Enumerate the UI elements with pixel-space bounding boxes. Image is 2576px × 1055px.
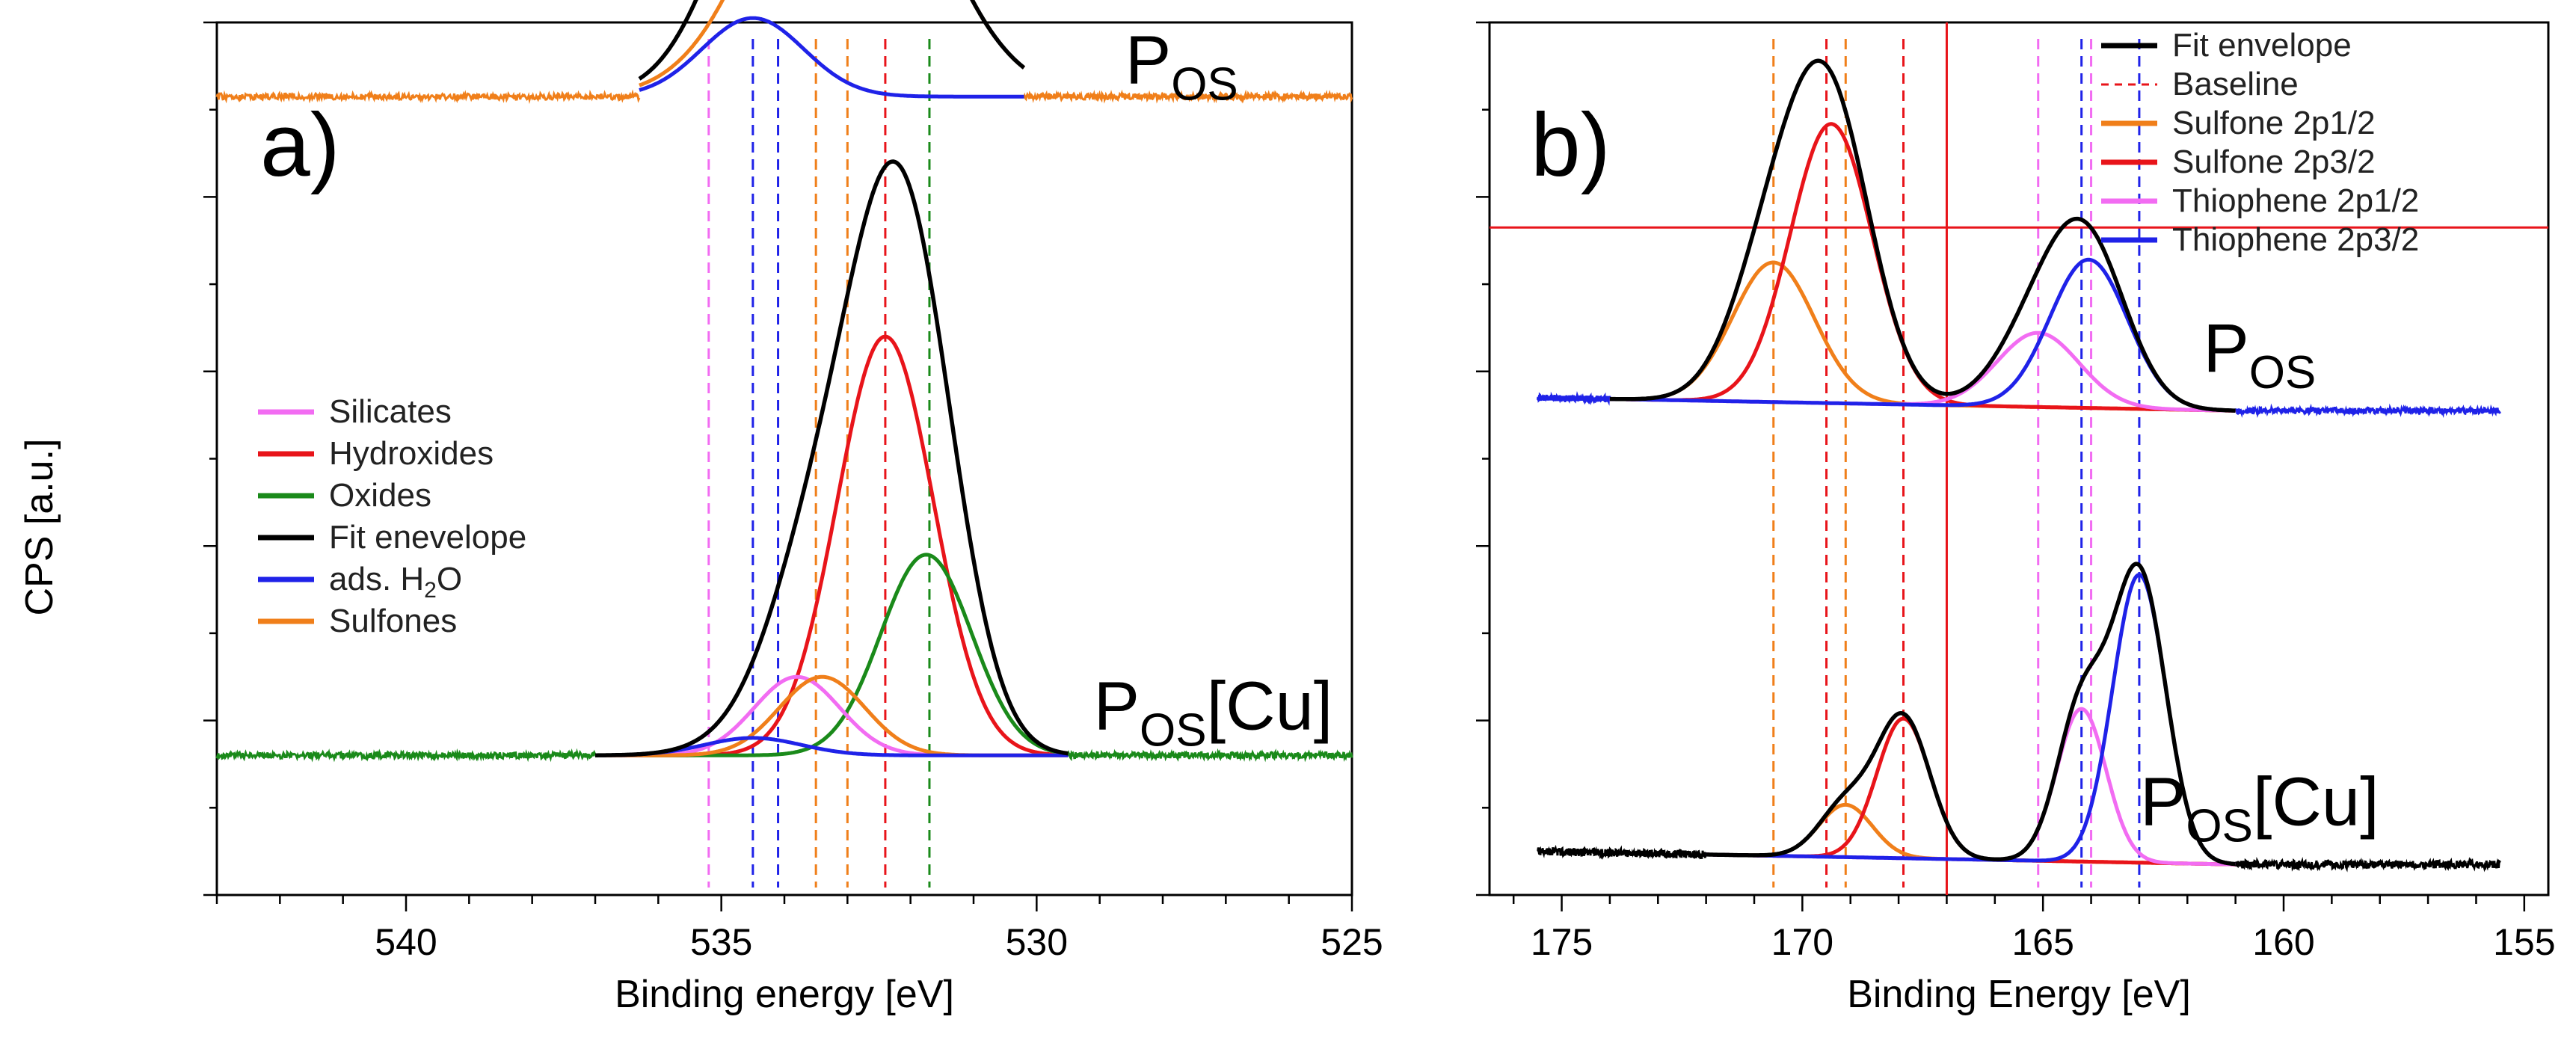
fit-envelope-line bbox=[594, 159, 1069, 757]
legend-label-text: Baseline bbox=[2172, 66, 2299, 102]
x-tick-label: 170 bbox=[1771, 921, 1833, 963]
legend-label: Oxides bbox=[329, 477, 431, 514]
legend-label-text: Silicates bbox=[329, 393, 452, 430]
legend-label: Thiophene 2p1/2 bbox=[2172, 182, 2419, 219]
legend-label: Fit envelope bbox=[2172, 27, 2352, 64]
x-axis-title: Binding energy [eV] bbox=[615, 973, 954, 1016]
legend-label-text: Sulfone 2p1/2 bbox=[2172, 105, 2376, 141]
legend-label-text: Thiophene 2p1/2 bbox=[2172, 182, 2419, 219]
legend-label: ads. H2O bbox=[329, 561, 462, 603]
raw-data-line bbox=[215, 89, 1353, 105]
legend-label-text: Fit enevelope bbox=[329, 519, 526, 556]
sample-label-sub: OS bbox=[2249, 347, 2317, 399]
sample-label-tail: [Cu] bbox=[2253, 764, 2379, 840]
legend-label-text: Hydroxides bbox=[329, 435, 494, 472]
component-peak-line bbox=[638, 16, 1025, 99]
sample-label: POS[Cu] bbox=[1094, 668, 1333, 756]
sample-label-tail: [Cu] bbox=[1207, 668, 1333, 744]
legend-label-text: Sulfone 2p3/2 bbox=[2172, 144, 2376, 180]
legend-label-sub: 2 bbox=[424, 578, 437, 603]
legend-label: Sulfone 2p3/2 bbox=[2172, 144, 2376, 180]
legend-label: Sulfone 2p1/2 bbox=[2172, 105, 2376, 141]
fit-envelope-line bbox=[1705, 562, 2237, 867]
legend-label: Fit enevelope bbox=[329, 519, 526, 556]
x-tick-label: 165 bbox=[2011, 921, 2074, 963]
x-tick-label: 155 bbox=[2493, 921, 2555, 963]
sample-label-main: P bbox=[1125, 22, 1171, 99]
component-peak-line bbox=[1609, 257, 2236, 413]
component-peak-line bbox=[594, 674, 1069, 757]
raw-data-line bbox=[1537, 844, 2501, 873]
panel-label: b) bbox=[1531, 95, 1611, 195]
panel-label: a) bbox=[260, 95, 340, 195]
legend-label: Silicates bbox=[329, 393, 452, 430]
component-peak-line bbox=[638, 0, 1026, 87]
sample-label-sub: OS bbox=[2186, 801, 2253, 852]
x-tick-label: 540 bbox=[375, 921, 437, 963]
component-peak-line bbox=[594, 674, 1069, 757]
legend-label: Thiophene 2p3/2 bbox=[2172, 221, 2419, 258]
sample-label: POS[Cu] bbox=[2140, 764, 2379, 852]
x-tick-label: 175 bbox=[1531, 921, 1593, 963]
legend-label-text: Oxides bbox=[329, 477, 431, 514]
legend-label-text: Thiophene 2p3/2 bbox=[2172, 221, 2419, 258]
component-peak-line bbox=[1609, 260, 2236, 413]
x-tick-label: 535 bbox=[690, 921, 752, 963]
plot-frame bbox=[1488, 21, 2550, 896]
sample-label-sub: OS bbox=[1171, 59, 1238, 111]
y-axis-title: CPS [a.u.] bbox=[18, 439, 61, 616]
sample-label: POS bbox=[2203, 310, 2316, 399]
raw-data-line bbox=[1536, 390, 2501, 419]
x-axis-title: Binding Energy [eV] bbox=[1847, 973, 2191, 1016]
legend-label-text: Sulfones bbox=[329, 603, 457, 639]
sample-label: POS bbox=[1125, 22, 1238, 111]
raw-data-line bbox=[215, 748, 1353, 763]
sample-label-main: P bbox=[1094, 668, 1140, 744]
sample-label-sub: OS bbox=[1140, 704, 1207, 756]
legend-label-text: Fit envelope bbox=[2172, 27, 2352, 64]
x-tick-label: 530 bbox=[1006, 921, 1068, 963]
legend-label-text: ads. H bbox=[329, 561, 424, 597]
legend-label: Baseline bbox=[2172, 66, 2299, 102]
fit-envelope-line bbox=[1608, 58, 2237, 413]
legend-label-tail: O bbox=[437, 561, 462, 597]
x-tick-label: 160 bbox=[2252, 921, 2314, 963]
x-tick-label: 525 bbox=[1321, 921, 1383, 963]
legend-label: Hydroxides bbox=[329, 435, 494, 472]
sample-label-main: P bbox=[2203, 310, 2248, 387]
sample-label-main: P bbox=[2140, 764, 2186, 840]
legend-label: Sulfones bbox=[329, 603, 457, 639]
